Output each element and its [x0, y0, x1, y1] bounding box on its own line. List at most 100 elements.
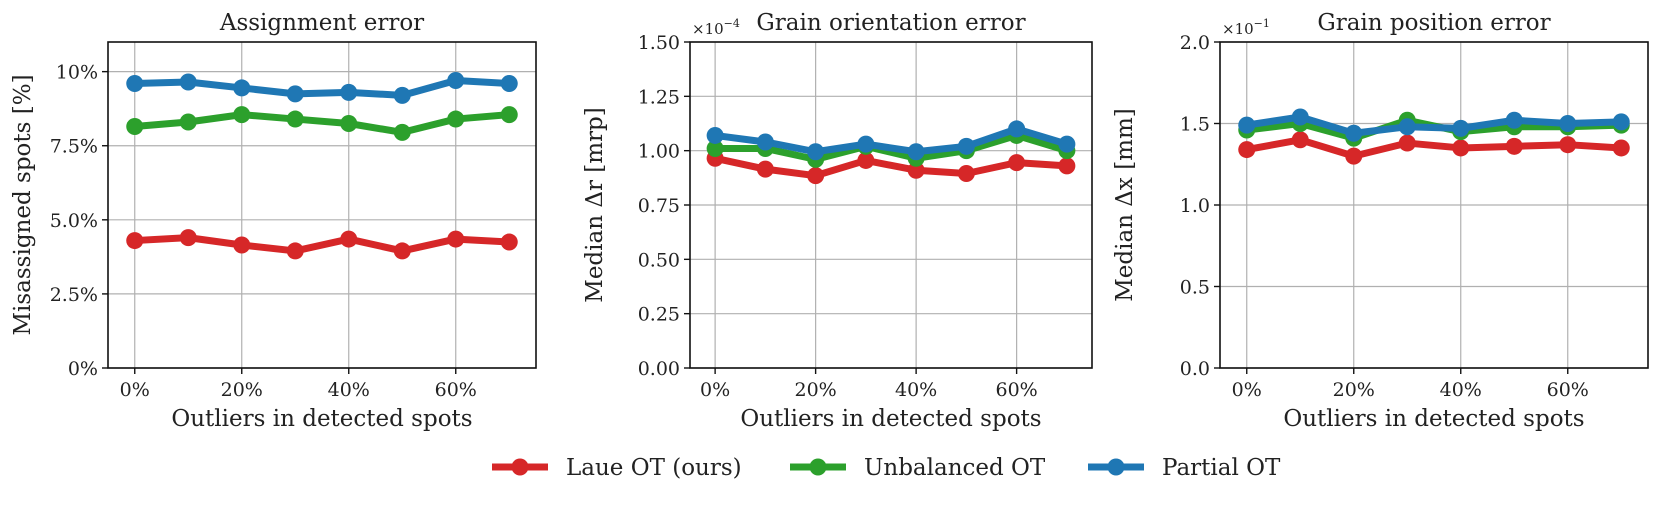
- data-point: [500, 233, 518, 251]
- y-tick-label: 1.0: [1180, 195, 1210, 217]
- data-point: [1291, 131, 1309, 149]
- data-point: [1559, 136, 1577, 154]
- legend-item-2: Unbalanced OT: [790, 455, 1046, 481]
- data-point: [1398, 134, 1416, 152]
- x-tick-label: 0%: [1232, 379, 1262, 401]
- series-line-laue-ot-ours: [1246, 136, 1622, 160]
- data-point: [179, 113, 197, 131]
- data-point: [1452, 119, 1470, 137]
- data-point: [179, 229, 197, 247]
- data-point: [807, 143, 825, 161]
- y-tick-label: 2.5%: [50, 284, 98, 306]
- data-point: [1291, 108, 1309, 126]
- x-tick-label: 60%: [435, 379, 477, 401]
- chart-panel-3: 0% 20% 40% 60% 0.0 0.5 1.0 1.5 2.0 Grain position…: [1112, 10, 1649, 432]
- chart-title: Assignment error: [219, 10, 424, 36]
- data-point: [233, 236, 251, 254]
- chart-title: Grain orientation error: [756, 10, 1025, 36]
- chart-title: Grain position error: [1317, 10, 1550, 36]
- x-tick-label: 40%: [895, 379, 937, 401]
- data-point: [1559, 115, 1577, 132]
- axis-offset-exponent: ×10−1: [1222, 17, 1270, 38]
- data-point: [447, 110, 465, 128]
- y-tick-label: 0.5: [1180, 277, 1210, 299]
- data-point: [1612, 139, 1630, 157]
- data-point: [126, 74, 144, 92]
- data-point: [907, 143, 925, 161]
- data-point: [447, 230, 465, 248]
- y-tick-label: 0.25: [638, 304, 680, 326]
- data-point: [286, 85, 304, 103]
- data-point: [233, 79, 251, 97]
- x-tick-label: 40%: [1440, 379, 1482, 401]
- x-tick-label: 0%: [700, 379, 730, 401]
- y-tick-label: 2.0: [1180, 32, 1210, 54]
- data-point: [447, 72, 465, 90]
- data-point: [233, 106, 251, 124]
- data-point: [756, 160, 774, 178]
- legend-item-1: Laue OT (ours): [492, 455, 742, 481]
- data-point: [1345, 124, 1363, 142]
- series-line-unbalanced-ot: [134, 111, 510, 136]
- series-line-laue-ot-ours: [134, 234, 510, 255]
- y-tick-label: 10%: [56, 62, 98, 84]
- y-tick-label: 0.0: [1180, 358, 1210, 380]
- x-tick-label: 0%: [120, 379, 150, 401]
- data-point: [1505, 137, 1523, 155]
- y-axis-label: Misassigned spots [%]: [10, 74, 36, 335]
- data-point: [126, 117, 144, 135]
- y-tick-label: 1.5: [1180, 114, 1210, 136]
- legend-label: Laue OT (ours): [566, 455, 742, 481]
- legend-swatch-marker: [1107, 458, 1125, 476]
- y-tick-label: 1.50: [638, 32, 680, 54]
- x-axis-label: Outliers in detected spots: [1283, 406, 1584, 432]
- legend-swatch-marker: [511, 458, 529, 476]
- x-tick-label: 20%: [1333, 379, 1375, 401]
- data-point: [340, 115, 358, 132]
- y-tick-label: 5.0%: [50, 210, 98, 232]
- data-point: [1452, 139, 1470, 157]
- data-point: [1238, 141, 1256, 159]
- data-point: [340, 83, 358, 101]
- data-point: [1238, 116, 1256, 134]
- data-point: [286, 110, 304, 128]
- legend-label: Unbalanced OT: [864, 455, 1046, 481]
- data-point: [957, 137, 975, 155]
- data-point: [1398, 118, 1416, 136]
- data-point: [393, 86, 411, 104]
- x-tick-label: 40%: [328, 379, 370, 401]
- data-point: [857, 135, 875, 153]
- data-point: [1008, 154, 1026, 172]
- series-line-partial-ot: [134, 77, 510, 99]
- y-tick-label: 0.75: [638, 195, 680, 217]
- legend: Laue OT (ours) Unbalanced OT Partial OT: [492, 455, 1281, 481]
- y-tick-label: 7.5%: [50, 136, 98, 158]
- y-tick-label: 0.00: [638, 358, 680, 380]
- data-point: [286, 242, 304, 260]
- data-point: [1058, 157, 1076, 175]
- y-tick-label: 1.00: [638, 141, 680, 163]
- legend-item-3: Partial OT: [1088, 455, 1281, 481]
- data-point: [1505, 111, 1523, 129]
- data-point: [393, 242, 411, 260]
- data-point: [393, 123, 411, 141]
- data-point: [500, 106, 518, 124]
- chart-panel-2: 0% 20% 40% 60% 0.00 0.25 0.50 0.75 1.00 1.25 1.50 G…: [582, 10, 1093, 432]
- chart-panel-1: 0% 20% 40% 60% 0% 2.5% 5.0% 7.5% 10% Assignment e…: [10, 10, 537, 432]
- data-point: [756, 133, 774, 151]
- data-point: [179, 73, 197, 91]
- y-axis-label: Median Δr [mrp]: [582, 107, 608, 302]
- data-point: [857, 151, 875, 169]
- data-point: [126, 232, 144, 250]
- series-line-partial-ot: [714, 125, 1068, 156]
- x-tick-label: 20%: [795, 379, 837, 401]
- data-point: [807, 167, 825, 185]
- x-tick-label: 60%: [996, 379, 1038, 401]
- y-tick-label: 1.25: [638, 86, 680, 108]
- data-point: [1345, 147, 1363, 165]
- x-tick-label: 60%: [1547, 379, 1589, 401]
- y-axis-label: Median Δx [mm]: [1112, 108, 1138, 302]
- y-tick-label: 0%: [68, 358, 98, 380]
- series-line-partial-ot: [1246, 113, 1622, 137]
